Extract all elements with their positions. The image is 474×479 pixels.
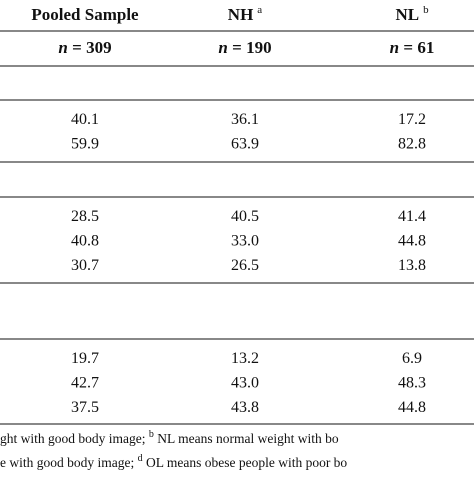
header-label: Pooled Sample bbox=[31, 5, 139, 24]
footnote: ght with good body image; b NL means nor… bbox=[0, 429, 339, 446]
n-value: = 190 bbox=[228, 38, 272, 57]
cell: 30.7 bbox=[71, 257, 99, 274]
cell: 82.8 bbox=[398, 136, 426, 153]
cell: 36.1 bbox=[231, 111, 259, 128]
header-label: NL bbox=[395, 5, 419, 24]
footnote-text: NL means normal weight with bo bbox=[154, 431, 339, 446]
n-value: = 309 bbox=[68, 38, 112, 57]
cell: 28.5 bbox=[71, 208, 99, 225]
footnote: e with good body image; d OL means obese… bbox=[0, 453, 347, 470]
footnote-sup: d bbox=[138, 453, 143, 464]
n-symbol: n bbox=[58, 38, 67, 57]
cell: 43.8 bbox=[231, 399, 259, 416]
cell: 44.8 bbox=[398, 399, 426, 416]
n-symbol: n bbox=[218, 38, 227, 57]
cell: 40.1 bbox=[71, 111, 99, 128]
cell: 37.5 bbox=[71, 399, 99, 416]
column-header: NH a bbox=[228, 4, 263, 24]
cell: 17.2 bbox=[398, 111, 426, 128]
cell: 26.5 bbox=[231, 257, 259, 274]
cell: 13.2 bbox=[231, 350, 259, 367]
cell: 44.8 bbox=[398, 233, 426, 250]
n-value: = 61 bbox=[399, 38, 434, 57]
cell: 13.8 bbox=[398, 257, 426, 274]
cell: 19.7 bbox=[71, 350, 99, 367]
cell: 6.9 bbox=[402, 350, 422, 367]
cell: 63.9 bbox=[231, 136, 259, 153]
footnote-text: e with good body image; bbox=[0, 455, 138, 470]
footnote-text: ght with good body image; bbox=[0, 431, 149, 446]
sample-size: n = 190 bbox=[218, 38, 271, 57]
column-header: Pooled Sample bbox=[31, 5, 139, 24]
column-header: NL b bbox=[395, 4, 429, 24]
cell: 40.5 bbox=[231, 208, 259, 225]
cell: 59.9 bbox=[71, 136, 99, 153]
cell: 40.8 bbox=[71, 233, 99, 250]
cell: 43.0 bbox=[231, 375, 259, 392]
cell: 33.0 bbox=[231, 233, 259, 250]
sample-size: n = 61 bbox=[390, 38, 435, 57]
header-sup: a bbox=[257, 4, 262, 16]
cell: 41.4 bbox=[398, 208, 426, 225]
header-sup: b bbox=[423, 4, 429, 16]
footnote-sup: b bbox=[149, 429, 154, 440]
footnote-text: OL means obese people with poor bo bbox=[143, 455, 348, 470]
n-symbol: n bbox=[390, 38, 399, 57]
cell: 48.3 bbox=[398, 375, 426, 392]
sample-size: n = 309 bbox=[58, 38, 111, 57]
cell: 42.7 bbox=[71, 375, 99, 392]
header-label: NH bbox=[228, 5, 254, 24]
